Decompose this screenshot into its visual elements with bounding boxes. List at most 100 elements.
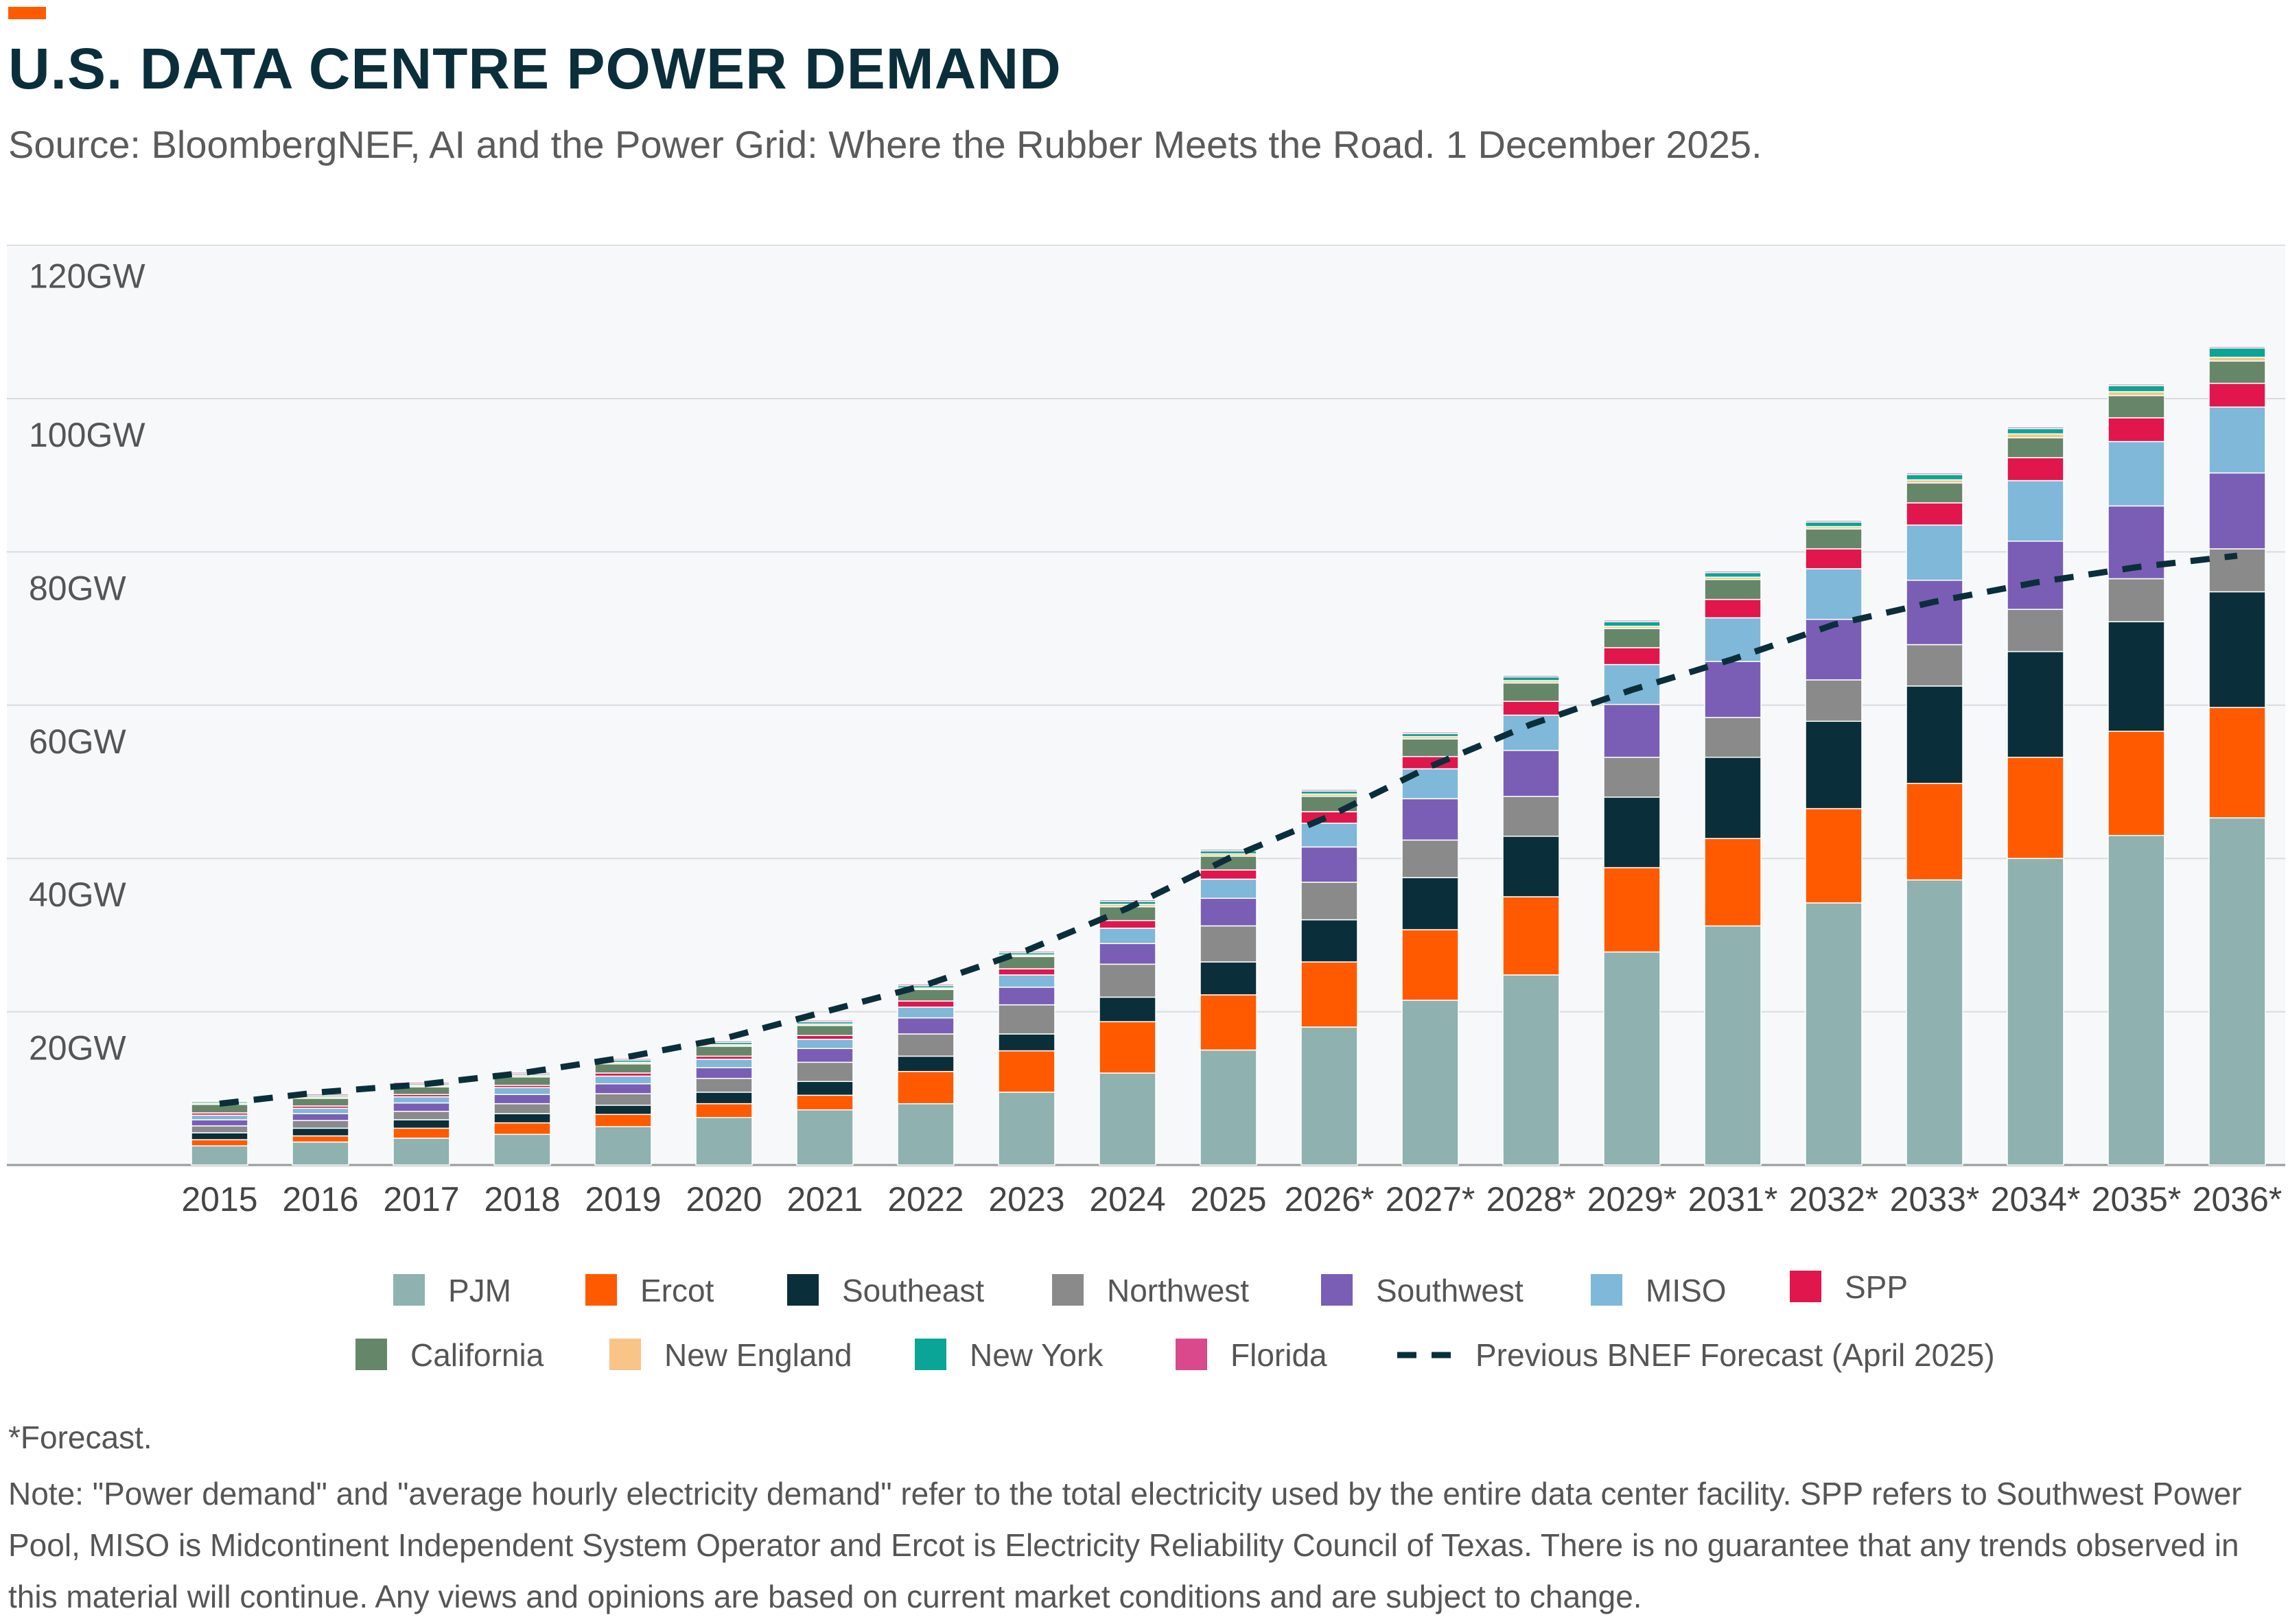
bar-segment-ercot — [2108, 731, 2165, 836]
bar-segment-southwest — [1099, 943, 1156, 965]
x-tick-label: 2021 — [786, 1180, 863, 1219]
legend-label: Previous BNEF Forecast (April 2025) — [1475, 1337, 1995, 1373]
bar-segment-pjm — [1704, 925, 1762, 1166]
bar-segment-southwest — [191, 1119, 248, 1127]
bar-segment-new-york — [1502, 676, 1560, 681]
bar-segment-southwest — [292, 1113, 349, 1121]
bar-segment-northwest — [2108, 578, 2165, 622]
bar-segment-florida — [493, 1072, 551, 1074]
x-tick-label: 2022 — [887, 1180, 964, 1219]
legend-item-new-england: New England — [609, 1337, 852, 1373]
bar-segment-ercot — [2007, 757, 2064, 859]
bar-segment-florida — [2108, 384, 2165, 386]
bar-segment-southwest — [695, 1067, 753, 1079]
legend-label: Ercot — [640, 1273, 714, 1308]
x-tick-label: 2035* — [2092, 1180, 2182, 1219]
bar-segment-new-york — [2208, 347, 2266, 358]
legend-item-new-york: New York — [915, 1337, 1104, 1373]
bar-segment-southwest — [1200, 897, 1257, 927]
y-tick-label: 120GW — [29, 257, 145, 296]
bar-segment-northwest — [493, 1103, 551, 1114]
y-tick-label: 40GW — [29, 875, 127, 914]
bar-segment-southeast — [1200, 961, 1257, 996]
bar-segment-ercot — [1805, 808, 1863, 904]
x-tick-label: 2034* — [1991, 1180, 2081, 1219]
legend-item-california: California — [355, 1337, 544, 1373]
bar-segment-northwest — [796, 1061, 854, 1082]
legend-item-pjm: PJM — [393, 1273, 511, 1308]
bar-segment-pjm — [897, 1103, 955, 1166]
bar-segment-ercot — [1401, 929, 1459, 1001]
bar-segment-ercot — [594, 1114, 652, 1127]
bar-segment-southeast — [2007, 650, 2064, 758]
legend-swatch — [355, 1339, 387, 1370]
bar-segment-southwest — [594, 1083, 652, 1094]
bar-segment-florida — [1502, 674, 1560, 678]
bar-segment-new-york — [1603, 621, 1661, 627]
bar-segment-southeast — [594, 1105, 652, 1116]
bar-segment-california — [2208, 360, 2266, 384]
bar-segment-southeast — [2208, 591, 2266, 708]
bar-segment-spp — [1603, 647, 1661, 666]
bar-segment-miso — [594, 1075, 652, 1085]
forecast-line — [219, 552, 2238, 1107]
bar-segment-spp — [2007, 457, 2064, 482]
x-tick-label: 2018 — [484, 1180, 560, 1219]
legend-label: PJM — [448, 1273, 511, 1308]
bar-segment-miso — [191, 1114, 248, 1120]
bar-segment-miso — [1200, 878, 1257, 899]
x-tick-label: 2026* — [1285, 1180, 1375, 1219]
bar-segment-ercot — [1300, 961, 1358, 1028]
bar-segment-miso — [695, 1059, 753, 1068]
bar-segment-southeast — [897, 1055, 955, 1072]
x-tick-label: 2029* — [1587, 1180, 1677, 1219]
x-tick-label: 2036* — [2193, 1180, 2283, 1219]
bar-segment-miso — [1603, 663, 1661, 705]
legend-label: Florida — [1230, 1337, 1327, 1373]
bar-segment-pjm — [292, 1141, 349, 1166]
chart-title: U.S. DATA CENTRE POWER DEMAND — [8, 36, 1062, 101]
x-tick-label: 2019 — [585, 1180, 661, 1219]
bar-segment-ercot — [191, 1139, 248, 1146]
legend-label: New England — [664, 1337, 852, 1373]
bar-segment-pjm — [1200, 1049, 1257, 1166]
y-tick-label: 100GW — [29, 416, 145, 454]
legend-item-miso: MISO — [1591, 1273, 1727, 1308]
bar-segment-southwest — [493, 1094, 551, 1105]
bar-segment-new-york — [2007, 427, 2064, 435]
bar-segment-ercot — [796, 1094, 854, 1111]
bar-segment-southwest — [1603, 703, 1661, 758]
bar-segment-new-york — [1704, 572, 1762, 578]
bar-segment-southwest — [1805, 618, 1863, 681]
bar-segment-miso — [1906, 524, 1963, 581]
bar-segment-new-england — [2208, 356, 2266, 362]
bar-segment-southeast — [1906, 685, 1963, 784]
bar-segment-florida — [1300, 788, 1358, 792]
bar-segment-spp — [998, 968, 1055, 976]
legend-swatch — [787, 1274, 819, 1306]
bar-segment-miso — [1805, 568, 1863, 620]
bar-segment-pjm — [1603, 951, 1661, 1166]
bar-segment-ercot — [1906, 782, 1963, 881]
bar-segment-ercot — [2208, 707, 2266, 819]
legend-swatch — [915, 1339, 946, 1370]
bar-segment-northwest — [998, 1004, 1055, 1035]
bar-segment-california — [191, 1104, 248, 1114]
bar-segment-california — [594, 1063, 652, 1074]
x-tick-label: 2017 — [383, 1180, 459, 1219]
bar-segment-florida — [2007, 426, 2064, 429]
bar-segment-florida — [1099, 899, 1156, 902]
bar-segment-miso — [1704, 617, 1762, 662]
x-tick-label: 2028* — [1486, 1180, 1576, 1219]
bar-segment-ercot — [897, 1070, 955, 1105]
x-tick-label: 2016 — [282, 1180, 358, 1219]
bar-segment-california — [1906, 482, 1963, 504]
bar-segment-new-york — [1906, 473, 1963, 481]
bar-segment-southeast — [1704, 757, 1762, 839]
bar-segment-florida — [1603, 620, 1661, 622]
bar-segment-southwest — [1704, 661, 1762, 718]
bar-segment-pjm — [1099, 1072, 1156, 1166]
bar-segment-california — [2007, 437, 2064, 458]
bar-segment-northwest — [897, 1033, 955, 1057]
bar-segment-pjm — [796, 1109, 854, 1166]
